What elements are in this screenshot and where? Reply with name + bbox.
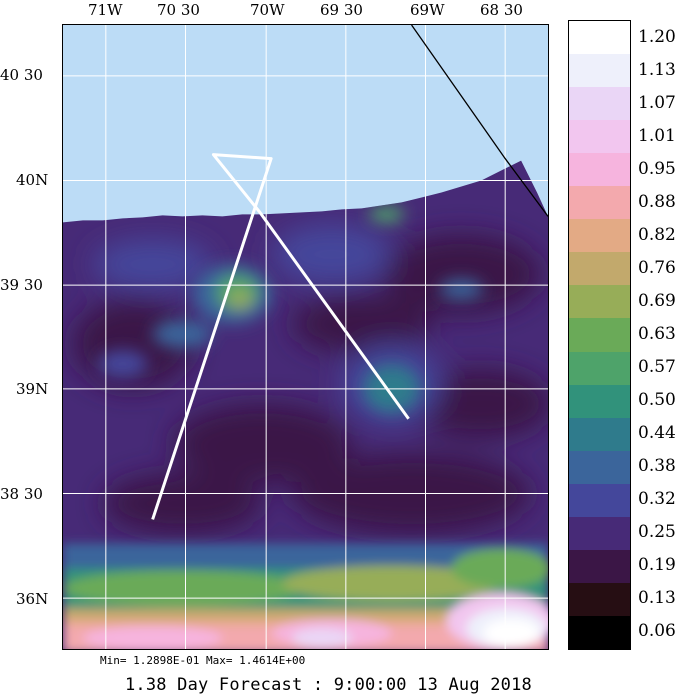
colorbar-swatch <box>569 120 630 154</box>
colorbar-level-label: 0.44 <box>638 423 676 444</box>
colorbar-swatch <box>569 285 630 319</box>
lon-label-68-30: 68 30 <box>480 1 523 19</box>
colorbar-swatch <box>569 615 630 650</box>
colorbar-level-label: 0.06 <box>638 621 676 642</box>
colorbar-swatch <box>569 186 630 220</box>
colorbar-swatch <box>569 153 630 187</box>
colorbar-level-label: 0.25 <box>638 522 676 543</box>
colorbar-level-label: 0.50 <box>638 390 676 411</box>
colorbar-level-label: 1.07 <box>638 92 676 113</box>
lat-label-39n: 39N <box>16 380 49 398</box>
colorbar-swatch <box>569 87 630 121</box>
colorbar-swatch <box>569 318 630 353</box>
colorbar-swatch <box>569 417 630 452</box>
colorbar-level-label: 0.76 <box>638 257 676 278</box>
lat-label-39-30: 39 30 <box>0 276 43 294</box>
forecast-caption: 1.38 Day Forecast : 9:00:00 13 Aug 2018 <box>125 675 532 695</box>
colorbar-level-label: 0.32 <box>638 489 676 510</box>
colorbar-level-label: 1.20 <box>638 26 676 47</box>
colorbar-level-label: 0.57 <box>638 357 676 378</box>
colorbar-swatch <box>569 219 630 253</box>
colorbar-level-label: 0.95 <box>638 158 676 179</box>
colorbar-level-label: 1.13 <box>638 59 676 80</box>
lat-label-36n: 36N <box>16 590 49 608</box>
colorbar-swatch <box>569 54 630 88</box>
colorbar-swatch <box>569 582 630 617</box>
colorbar <box>568 20 631 650</box>
data-field <box>63 160 548 649</box>
colorbar-level-label: 0.88 <box>638 191 676 212</box>
colorbar-level-label: 0.38 <box>638 456 676 477</box>
colorbar-level-label: 0.69 <box>638 290 676 311</box>
colorbar-swatch <box>569 450 630 485</box>
lat-label-40-30: 40 30 <box>0 66 43 84</box>
grid-lines <box>63 25 548 649</box>
colorbar-swatch <box>569 384 630 419</box>
colorbar-swatch <box>569 21 630 55</box>
colorbar-swatch <box>569 483 630 518</box>
lat-label-40n: 40N <box>16 171 49 189</box>
lon-label-69w: 69W <box>410 1 445 19</box>
vehicle-track <box>151 153 410 520</box>
forecast-map <box>62 24 549 650</box>
lat-label-38-30: 38 30 <box>0 485 43 503</box>
colorbar-level-label: 1.01 <box>638 125 676 146</box>
colorbar-swatch <box>569 516 630 551</box>
lon-label-71w: 71W <box>88 1 123 19</box>
colorbar-swatch <box>569 549 630 584</box>
colorbar-swatch <box>569 252 630 286</box>
colorbar-swatch <box>569 351 630 386</box>
lon-label-69-30: 69 30 <box>320 1 363 19</box>
colorbar-level-label: 0.82 <box>638 224 676 245</box>
colorbar-level-label: 0.13 <box>638 588 676 609</box>
colorbar-level-label: 0.63 <box>638 324 676 344</box>
lon-label-70-30: 70 30 <box>157 1 200 19</box>
boundary-line <box>411 25 548 217</box>
lon-label-70w: 70W <box>250 1 285 19</box>
min-max-stats: Min= 1.2898E-01 Max= 1.4614E+00 <box>100 654 306 667</box>
colorbar-level-label: 0.19 <box>638 555 676 576</box>
